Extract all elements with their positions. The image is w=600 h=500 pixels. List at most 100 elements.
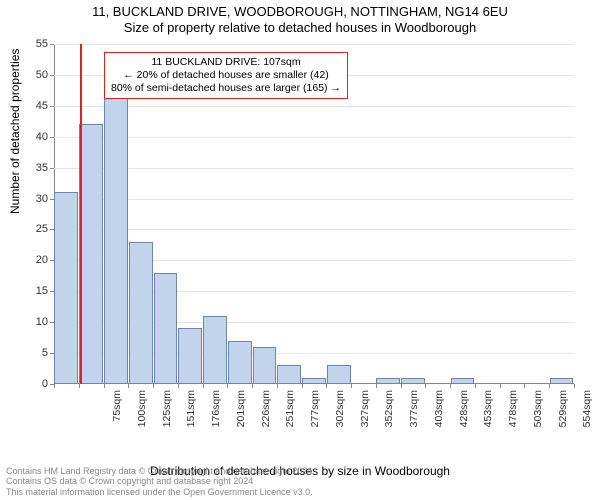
y-tick bbox=[50, 291, 54, 292]
x-tick-label: 176sqm bbox=[210, 390, 222, 450]
y-tick bbox=[50, 106, 54, 107]
histogram-bar bbox=[376, 378, 400, 384]
x-tick-label: 226sqm bbox=[260, 390, 272, 450]
histogram-bar bbox=[203, 316, 227, 384]
x-tick-label: 100sqm bbox=[136, 390, 148, 450]
x-tick-label: 478sqm bbox=[507, 390, 519, 450]
histogram-bar bbox=[327, 365, 351, 384]
x-tick-label: 151sqm bbox=[185, 390, 197, 450]
gridline bbox=[54, 229, 574, 230]
y-tick bbox=[50, 44, 54, 45]
x-tick bbox=[524, 384, 525, 388]
y-tick-label: 50 bbox=[0, 69, 48, 81]
x-tick bbox=[128, 384, 129, 388]
chart-title-block: 11, BUCKLAND DRIVE, WOODBOROUGH, NOTTING… bbox=[0, 0, 600, 35]
x-tick bbox=[401, 384, 402, 388]
x-tick bbox=[79, 384, 80, 388]
x-tick bbox=[178, 384, 179, 388]
x-tick bbox=[54, 384, 55, 388]
y-tick-label: 35 bbox=[0, 162, 48, 174]
x-tick bbox=[104, 384, 105, 388]
chart-title-line2: Size of property relative to detached ho… bbox=[0, 20, 600, 36]
x-tick-label: 377sqm bbox=[408, 390, 420, 450]
histogram-bar bbox=[550, 378, 574, 384]
x-tick-label: 554sqm bbox=[581, 390, 593, 450]
y-tick bbox=[50, 75, 54, 76]
x-tick-label: 529sqm bbox=[557, 390, 569, 450]
x-tick bbox=[549, 384, 550, 388]
histogram-bar bbox=[54, 192, 78, 384]
chart-title-line1: 11, BUCKLAND DRIVE, WOODBOROUGH, NOTTING… bbox=[0, 4, 600, 20]
y-tick bbox=[50, 137, 54, 138]
x-tick bbox=[277, 384, 278, 388]
y-tick-label: 5 bbox=[0, 347, 48, 359]
y-tick-label: 25 bbox=[0, 223, 48, 235]
gridline bbox=[54, 168, 574, 169]
y-tick-label: 30 bbox=[0, 193, 48, 205]
x-tick bbox=[425, 384, 426, 388]
x-tick bbox=[252, 384, 253, 388]
annotation-line3: 80% of semi-detached houses are larger (… bbox=[111, 82, 341, 95]
histogram-bar bbox=[178, 328, 202, 384]
y-tick-label: 0 bbox=[0, 378, 48, 390]
y-tick-label: 45 bbox=[0, 100, 48, 112]
histogram-bar bbox=[104, 75, 128, 384]
x-tick bbox=[376, 384, 377, 388]
x-tick-label: 327sqm bbox=[359, 390, 371, 450]
histogram-bar bbox=[401, 378, 425, 384]
gridline bbox=[54, 199, 574, 200]
footer-line1: Contains HM Land Registry data © Crown c… bbox=[6, 466, 315, 477]
y-tick-label: 20 bbox=[0, 254, 48, 266]
y-tick-label: 55 bbox=[0, 38, 48, 50]
x-tick-label: 453sqm bbox=[482, 390, 494, 450]
y-tick bbox=[50, 229, 54, 230]
y-tick bbox=[50, 168, 54, 169]
y-tick bbox=[50, 353, 54, 354]
x-tick-label: 125sqm bbox=[161, 390, 173, 450]
x-tick-label: 277sqm bbox=[309, 390, 321, 450]
histogram-bar bbox=[154, 273, 178, 384]
y-tick-label: 15 bbox=[0, 285, 48, 297]
gridline bbox=[54, 44, 574, 45]
histogram-bar bbox=[277, 365, 301, 384]
reference-line bbox=[80, 44, 82, 384]
x-tick bbox=[227, 384, 228, 388]
x-tick-label: 251sqm bbox=[284, 390, 296, 450]
x-tick bbox=[351, 384, 352, 388]
x-tick bbox=[203, 384, 204, 388]
y-tick-label: 10 bbox=[0, 316, 48, 328]
x-tick bbox=[153, 384, 154, 388]
x-tick-label: 403sqm bbox=[433, 390, 445, 450]
y-tick bbox=[50, 260, 54, 261]
annotation-box: 11 BUCKLAND DRIVE: 107sqm ← 20% of detac… bbox=[104, 52, 348, 99]
x-tick bbox=[500, 384, 501, 388]
x-tick bbox=[302, 384, 303, 388]
x-tick bbox=[475, 384, 476, 388]
histogram-bar bbox=[451, 378, 475, 384]
x-tick bbox=[450, 384, 451, 388]
x-tick-label: 302sqm bbox=[334, 390, 346, 450]
x-tick bbox=[326, 384, 327, 388]
x-tick-label: 201sqm bbox=[235, 390, 247, 450]
x-tick-label: 503sqm bbox=[532, 390, 544, 450]
x-tick-label: 75sqm bbox=[111, 390, 123, 450]
x-tick-label: 352sqm bbox=[383, 390, 395, 450]
y-tick bbox=[50, 322, 54, 323]
annotation-line2: ← 20% of detached houses are smaller (42… bbox=[111, 69, 341, 82]
plot-container: 11 BUCKLAND DRIVE: 107sqm ← 20% of detac… bbox=[54, 44, 574, 420]
footer-line3: This material information licensed under… bbox=[6, 487, 315, 498]
y-tick-label: 40 bbox=[0, 131, 48, 143]
annotation-line1: 11 BUCKLAND DRIVE: 107sqm bbox=[111, 56, 341, 69]
footer-line2: Contains OS data © Crown copyright and d… bbox=[6, 476, 315, 487]
x-tick-label: 428sqm bbox=[458, 390, 470, 450]
x-tick bbox=[574, 384, 575, 388]
histogram-bar bbox=[228, 341, 252, 384]
histogram-bar bbox=[129, 242, 153, 384]
gridline bbox=[54, 137, 574, 138]
histogram-bar bbox=[79, 124, 103, 384]
footer-attribution: Contains HM Land Registry data © Crown c… bbox=[6, 466, 315, 498]
histogram-bar bbox=[253, 347, 277, 384]
gridline bbox=[54, 106, 574, 107]
histogram-bar bbox=[302, 378, 326, 384]
y-tick bbox=[50, 199, 54, 200]
